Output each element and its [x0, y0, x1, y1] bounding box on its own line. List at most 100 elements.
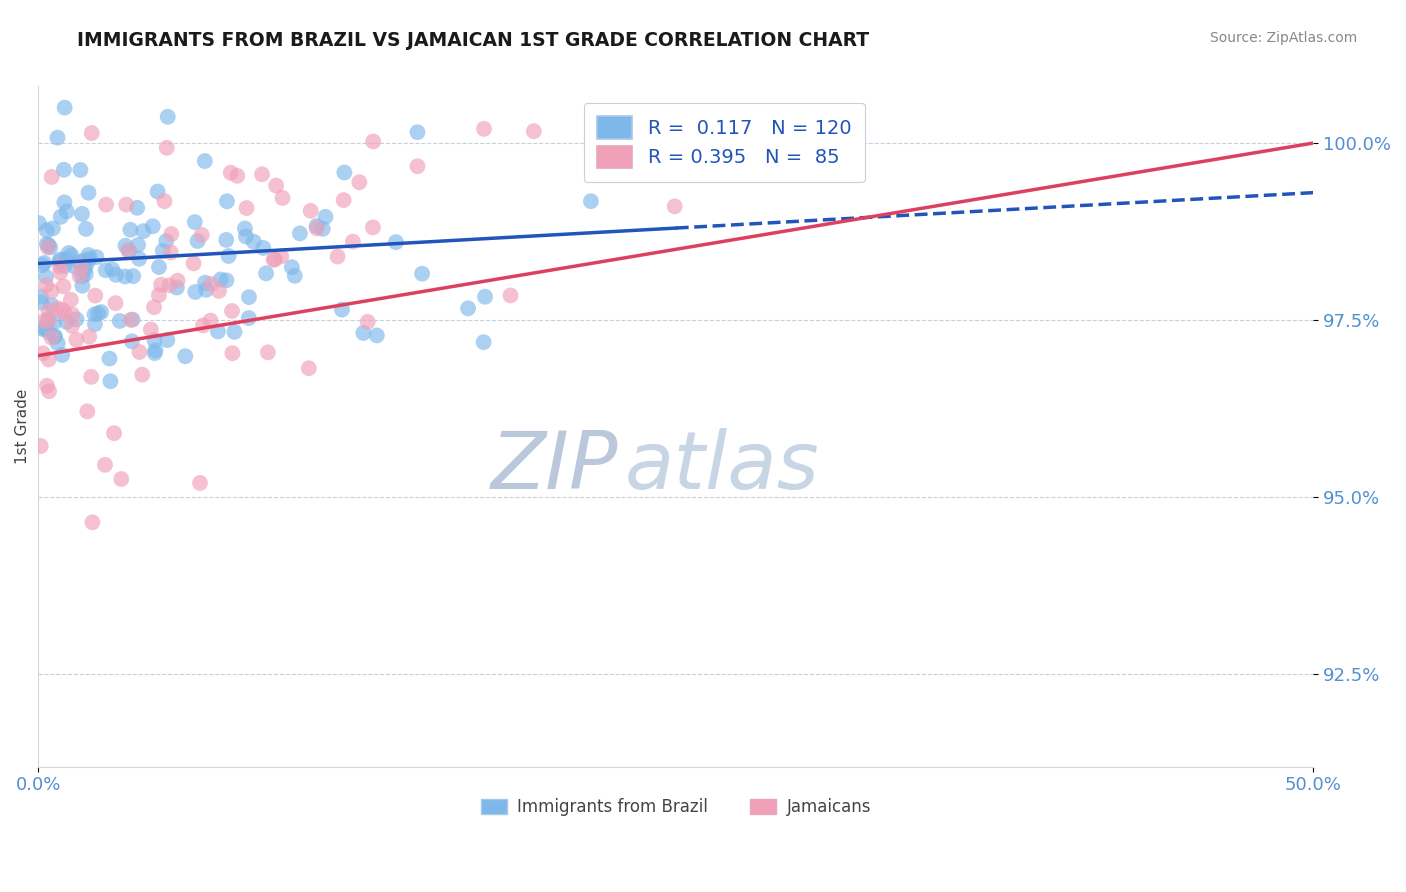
Point [523, 124, 546, 138]
Point [191, 318, 214, 333]
Point [238, 311, 260, 326]
Point [183, 256, 205, 270]
Point [233, 221, 256, 235]
Point [121, 334, 143, 349]
Point [156, 333, 179, 347]
Point [46, 336, 69, 351]
Point [361, 135, 384, 149]
Point [270, 249, 292, 263]
Point [150, 277, 173, 292]
Point [70, 260, 93, 274]
Point [49, 254, 72, 268]
Point [94, 263, 117, 277]
Point [664, 199, 686, 213]
Point [108, 314, 131, 328]
Point [152, 244, 174, 258]
Point [342, 235, 364, 249]
Point [31, 258, 53, 272]
Point [67, 255, 90, 269]
Point [299, 203, 322, 218]
Point [128, 345, 150, 359]
Point [188, 475, 211, 490]
Point [31, 346, 53, 360]
Point [221, 304, 243, 318]
Point [37, 303, 59, 318]
Point [131, 368, 153, 382]
Point [49, 252, 72, 267]
Point [132, 224, 155, 238]
Point [70, 269, 93, 284]
Point [77, 248, 100, 262]
Point [160, 227, 183, 241]
Point [90, 305, 112, 319]
Point [122, 269, 145, 284]
Point [53, 259, 76, 273]
Point [159, 245, 181, 260]
Point [69, 268, 91, 283]
Point [38, 352, 60, 367]
Text: ZIP: ZIP [491, 428, 619, 507]
Point [235, 201, 257, 215]
Point [37, 312, 59, 326]
Point [579, 194, 602, 209]
Point [215, 194, 238, 209]
Point [219, 166, 242, 180]
Point [80, 370, 103, 384]
Point [69, 163, 91, 178]
Point [101, 262, 124, 277]
Point [55, 204, 77, 219]
Point [145, 343, 167, 358]
Point [257, 345, 280, 359]
Point [406, 159, 429, 173]
Point [38, 384, 60, 399]
Point [39, 240, 62, 254]
Point [207, 325, 229, 339]
Point [127, 201, 149, 215]
Point [305, 221, 328, 235]
Point [55, 252, 77, 266]
Point [252, 241, 274, 255]
Point [330, 302, 353, 317]
Point [218, 249, 240, 263]
Point [98, 351, 121, 366]
Point [53, 195, 76, 210]
Point [120, 223, 142, 237]
Point [77, 329, 100, 343]
Point [406, 125, 429, 139]
Point [148, 288, 170, 302]
Point [59, 293, 82, 307]
Point [79, 252, 101, 266]
Text: Source: ZipAtlas.com: Source: ZipAtlas.com [1209, 31, 1357, 45]
Point [474, 290, 496, 304]
Point [65, 333, 87, 347]
Text: IMMIGRANTS FROM BRAZIL VS JAMAICAN 1ST GRADE CORRELATION CHART: IMMIGRANTS FROM BRAZIL VS JAMAICAN 1ST G… [77, 31, 869, 50]
Point [366, 328, 388, 343]
Point [127, 238, 149, 252]
Point [215, 233, 238, 247]
Point [499, 288, 522, 302]
Point [80, 126, 103, 140]
Point [200, 313, 222, 327]
Point [41, 298, 63, 312]
Point [153, 194, 176, 209]
Point [143, 300, 166, 314]
Point [94, 458, 117, 472]
Point [42, 221, 65, 235]
Point [326, 250, 349, 264]
Point [65, 312, 87, 326]
Point [156, 141, 179, 155]
Point [44, 330, 66, 344]
Point [55, 315, 77, 329]
Point [35, 236, 58, 251]
Point [44, 329, 66, 343]
Point [118, 244, 141, 258]
Point [103, 426, 125, 441]
Point [52, 162, 75, 177]
Point [139, 322, 162, 336]
Point [352, 326, 374, 340]
Point [35, 223, 58, 237]
Point [46, 301, 69, 316]
Point [250, 167, 273, 181]
Point [53, 101, 76, 115]
Point [166, 280, 188, 294]
